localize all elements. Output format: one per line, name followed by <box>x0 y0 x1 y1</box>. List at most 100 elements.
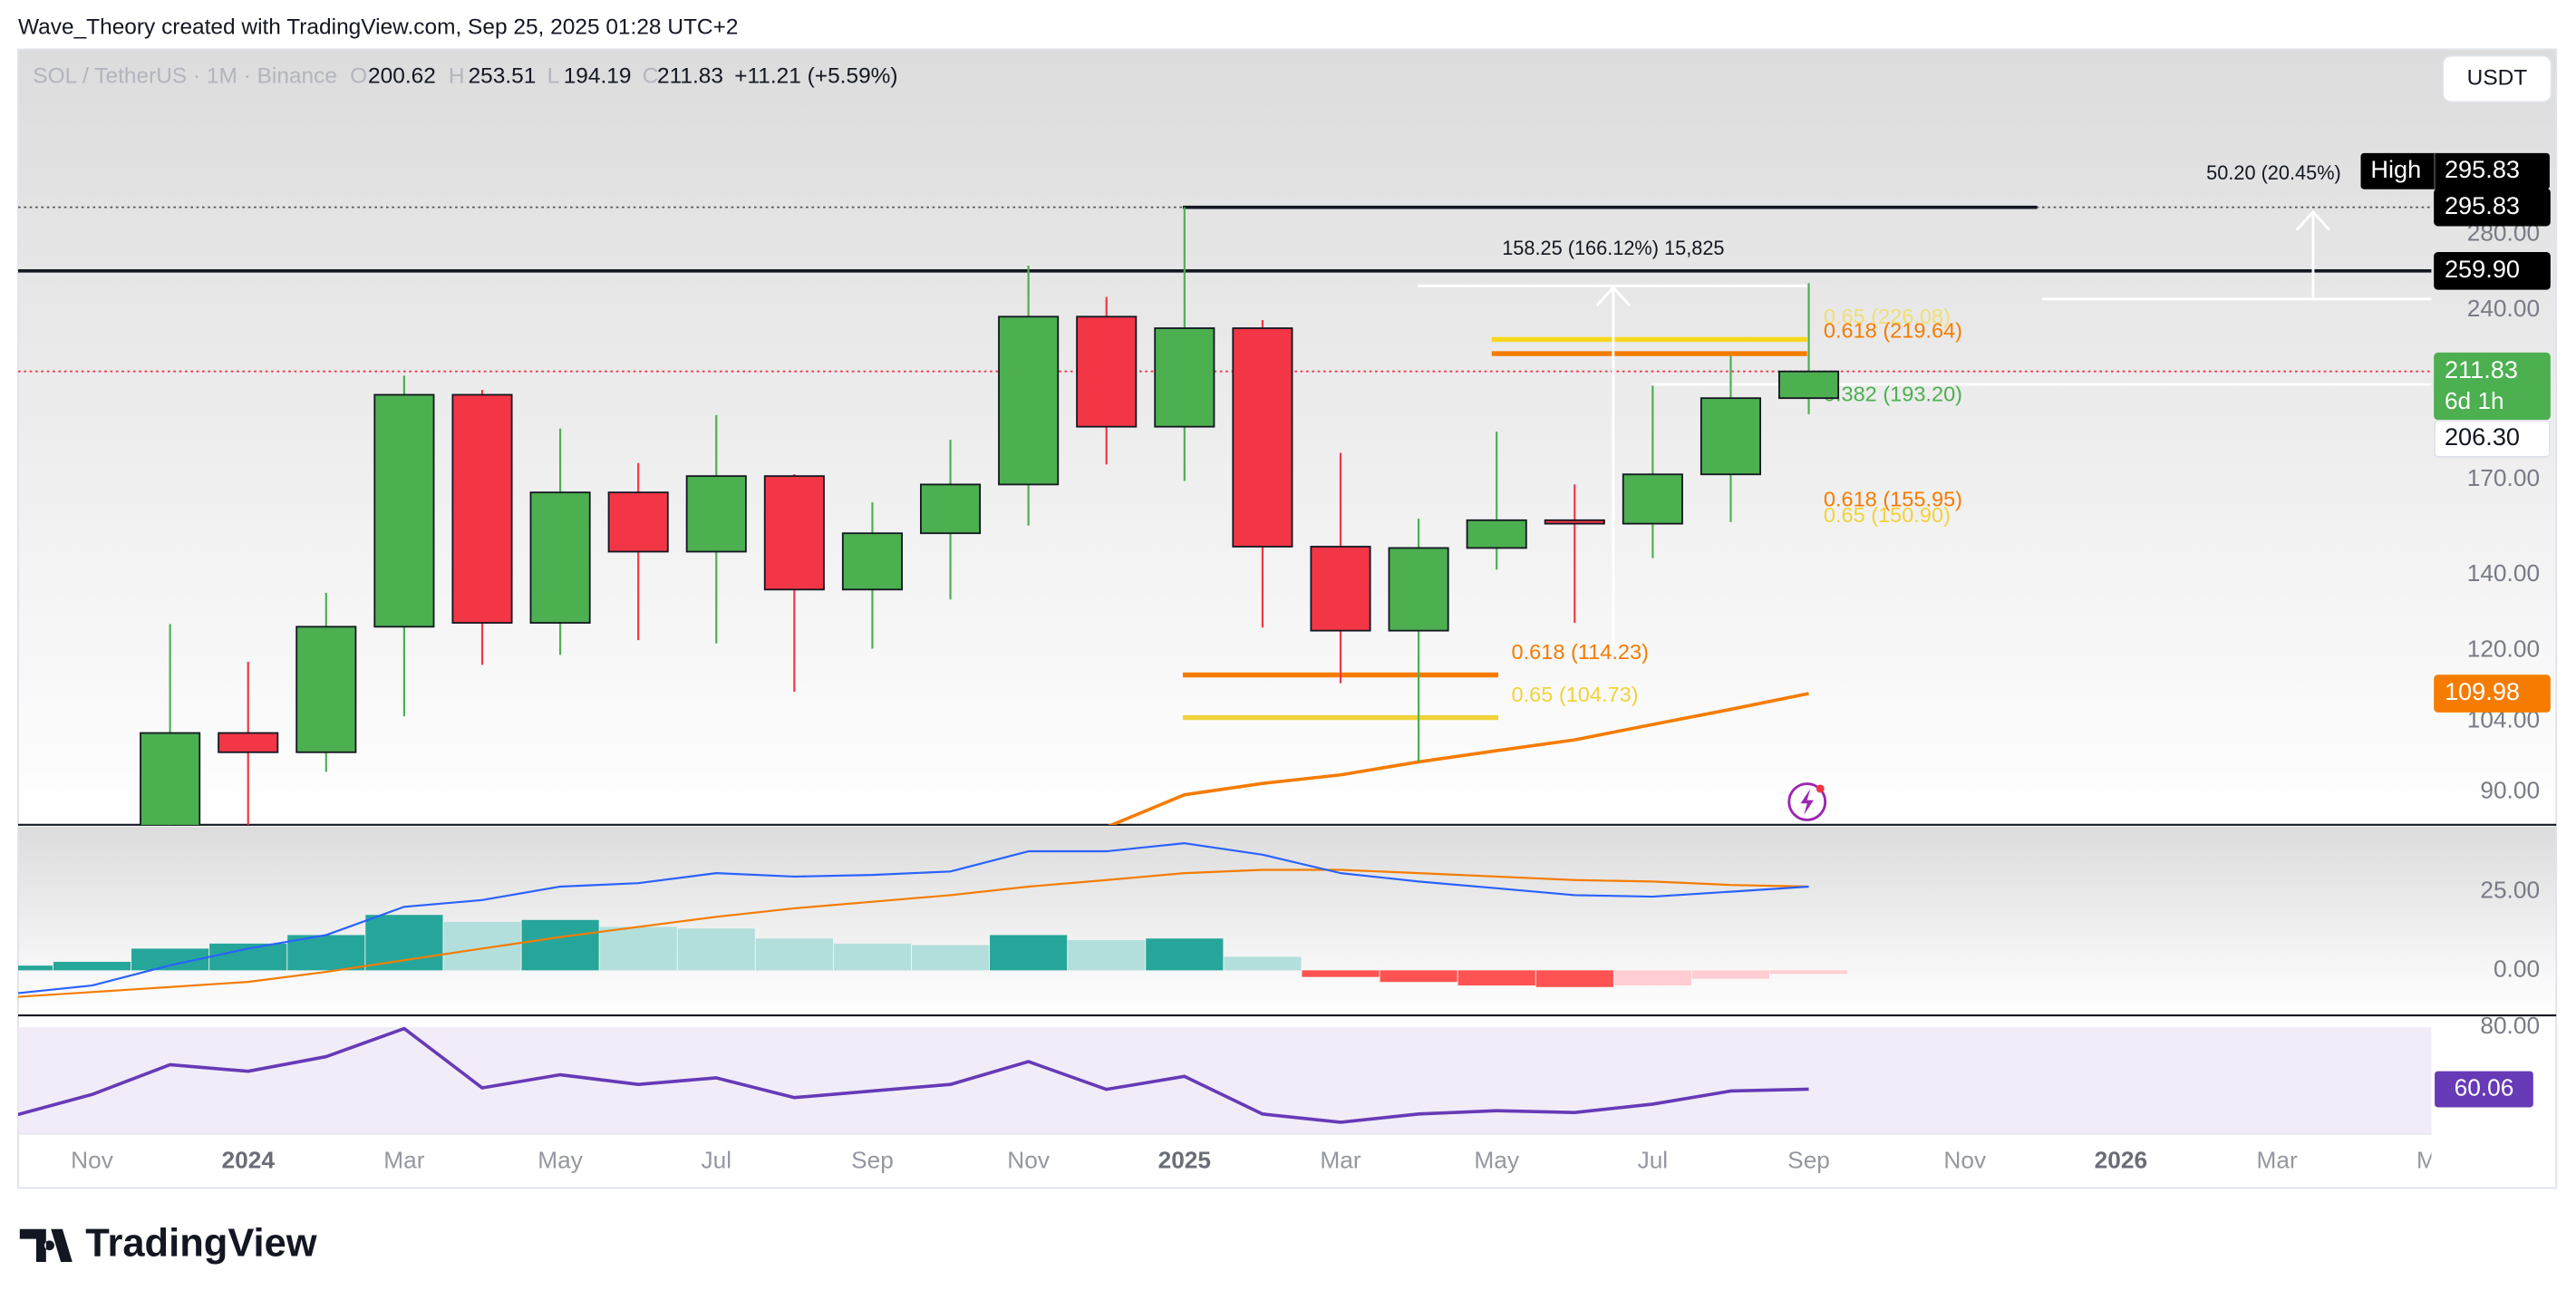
y-tick-label: 170.00 <box>2467 464 2540 491</box>
macd-histogram-bar <box>131 948 209 971</box>
brand-logo <box>19 1228 73 1262</box>
y-tick-label: 240.00 <box>2467 295 2540 322</box>
rsi-tick-label: 80.00 <box>2480 1012 2540 1039</box>
ohlc-label: C <box>643 64 659 89</box>
high-label: High <box>2370 155 2421 183</box>
macd-plot <box>17 842 1848 998</box>
fib-label: 0.618 (114.23) <box>1511 640 1648 664</box>
macd-histogram-bar <box>521 919 599 971</box>
macd-tick-label: 0.00 <box>2494 955 2540 982</box>
rsi-line <box>17 1026 1809 1124</box>
price-label-box <box>2434 420 2551 458</box>
macd-line <box>17 842 1809 994</box>
y-tick-label: 90.00 <box>2480 777 2540 804</box>
price-label-box <box>2434 252 2551 290</box>
macd-histogram-bar <box>1769 970 1848 975</box>
rsi-plot <box>17 1026 2432 1134</box>
candle-body <box>1622 473 1683 525</box>
macd-histogram-bar <box>287 935 365 971</box>
x-tick-label: 2025 <box>1158 1146 1211 1173</box>
fib-label: 0.65 (150.90) <box>1824 503 1951 527</box>
fib-label: 0.618 (219.64) <box>1824 319 1962 343</box>
currency-button-box[interactable] <box>2442 54 2552 103</box>
high-value: 295.83 <box>2445 155 2520 183</box>
x-tick-label: Sep <box>851 1146 894 1173</box>
x-tick-label: May <box>1474 1146 1519 1173</box>
macd-histogram-bar <box>17 965 53 971</box>
x-tick-label: Jul <box>701 1146 731 1173</box>
macd-histogram-bar <box>365 915 443 971</box>
candle-body <box>295 626 357 753</box>
time-axis: Nov 2024 Mar May Jul Sep Nov 2025 Mar May Jul Sep No… <box>71 1146 2431 1173</box>
x-tick-label: Nov <box>1943 1146 1987 1173</box>
y-tick-label: 140.00 <box>2467 559 2540 587</box>
x-tick-label: Nov <box>1007 1146 1051 1173</box>
price-plot: 0.65 (226.08)0.618 (219.64) 0.382 (193.20… <box>17 205 2432 825</box>
y-tick-label: 120.00 <box>2467 635 2540 663</box>
candle-body <box>1154 327 1215 428</box>
candle-body <box>373 393 435 628</box>
x-tick-label: 2024 <box>222 1146 276 1173</box>
ohlc-value: 211.83 <box>657 64 723 89</box>
candle-body <box>140 732 201 825</box>
candle-body <box>1388 547 1449 632</box>
macd-histogram-bar <box>1068 940 1146 971</box>
candle-body <box>218 732 279 753</box>
macd-signal-line <box>17 868 1809 998</box>
change: +11.21 (+5.59%) <box>734 64 897 89</box>
ohlc-value: 194.19 <box>564 64 632 89</box>
macd-histogram-bar <box>1380 970 1457 983</box>
candle-body <box>529 491 591 624</box>
candle-body <box>763 475 825 591</box>
event-icon[interactable] <box>1787 782 1827 821</box>
currency-button[interactable]: USDT <box>2442 54 2552 103</box>
price-label: 206.30 <box>2445 422 2520 451</box>
candle-body <box>1310 546 1371 632</box>
fib-label: 0.382 (193.20) <box>1824 382 1962 405</box>
x-tick-label: May <box>537 1146 583 1173</box>
candle-body <box>1232 327 1293 548</box>
price-label: 295.83 <box>2445 191 2520 219</box>
candle-body <box>685 475 747 553</box>
macd-histogram-bar <box>990 935 1068 971</box>
candle-body <box>920 483 982 535</box>
fib-label: 0.618 (155.95) <box>1824 487 1962 510</box>
event-icon-bolt <box>1800 788 1814 815</box>
x-tick-label: Nov <box>71 1146 114 1173</box>
macd-tick-label: 25.00 <box>2480 876 2540 903</box>
credit: Wave_Theory created with TradingView.com… <box>18 15 738 39</box>
high-label-box <box>2360 152 2550 189</box>
moving-average <box>1108 692 1809 825</box>
x-tick-label: Jul <box>1638 1146 1669 1173</box>
x-tick-label: Mar <box>2256 1146 2297 1173</box>
measure-label: 50.20 (20.45%) <box>2206 161 2341 184</box>
currency[interactable]: USDT <box>2467 65 2528 90</box>
macd-histogram-bar <box>911 945 990 971</box>
candle-body <box>841 532 903 591</box>
legend: SOL / TetherUS · 1M · Binance O 200.62 H… <box>33 64 897 89</box>
candle-body <box>1076 315 1138 428</box>
macd-histogram-bar <box>755 938 833 971</box>
macd-histogram-bar <box>1613 970 1691 986</box>
rsi-value-box <box>2435 1071 2533 1108</box>
measure-label: 158.25 (166.12%) 15,825 <box>1502 237 1724 259</box>
price-label-box <box>2434 352 2551 421</box>
countdown-label: 6d 1h <box>2445 387 2504 414</box>
brand-name: TradingView <box>85 1221 317 1265</box>
macd-histogram-bar <box>833 943 912 971</box>
price-label: 259.90 <box>2445 255 2520 283</box>
candle-body <box>1466 519 1527 549</box>
rsi-value-label: 60.06 <box>2455 1073 2514 1101</box>
candle-body <box>998 315 1060 486</box>
macd-histogram-bar <box>53 961 131 971</box>
x-tick-label: Mar <box>1320 1146 1361 1173</box>
candle-body <box>451 393 513 624</box>
x-tick-label: Sep <box>1787 1146 1830 1173</box>
ohlc-label: H <box>449 64 465 89</box>
macd-histogram-bar <box>443 921 521 971</box>
fib-label: 0.65 (104.73) <box>1511 683 1638 706</box>
price-label-box <box>2434 674 2551 713</box>
macd-histogram-bar <box>1457 970 1535 986</box>
